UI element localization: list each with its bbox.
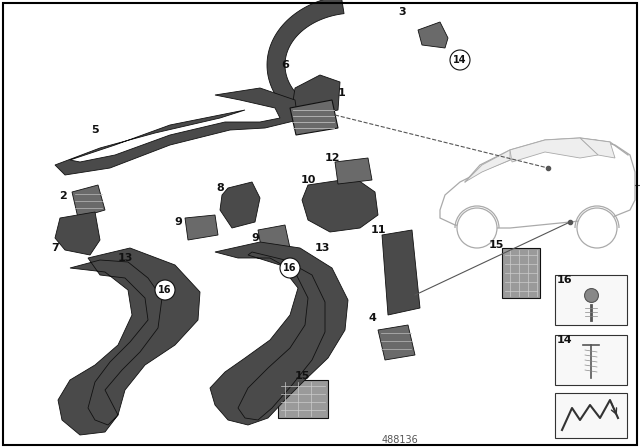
Text: 16: 16 (284, 263, 297, 273)
Polygon shape (58, 248, 200, 435)
Polygon shape (465, 150, 510, 182)
Text: 9: 9 (174, 217, 182, 227)
Polygon shape (382, 230, 420, 315)
Polygon shape (378, 325, 415, 360)
FancyBboxPatch shape (555, 335, 627, 385)
FancyBboxPatch shape (555, 393, 627, 438)
Text: 14: 14 (557, 335, 573, 345)
Text: 10: 10 (300, 175, 316, 185)
Polygon shape (210, 242, 348, 425)
Polygon shape (220, 182, 260, 228)
Text: 2: 2 (59, 191, 67, 201)
Circle shape (577, 208, 617, 248)
FancyBboxPatch shape (555, 275, 627, 325)
Polygon shape (267, 0, 344, 127)
Polygon shape (72, 185, 105, 218)
Circle shape (280, 258, 300, 278)
Polygon shape (510, 138, 598, 162)
Text: 7: 7 (51, 243, 59, 253)
Polygon shape (418, 22, 448, 48)
Text: 488136: 488136 (381, 435, 419, 445)
Polygon shape (278, 380, 328, 418)
Text: 3: 3 (398, 7, 406, 17)
Circle shape (457, 208, 497, 248)
Polygon shape (55, 212, 100, 255)
Polygon shape (185, 215, 218, 240)
Circle shape (450, 50, 470, 70)
Text: 14: 14 (453, 55, 467, 65)
Text: 13: 13 (314, 243, 330, 253)
Circle shape (155, 280, 175, 300)
Text: 12: 12 (324, 153, 340, 163)
Text: 11: 11 (371, 225, 386, 235)
Polygon shape (302, 178, 378, 232)
Text: 4: 4 (368, 313, 376, 323)
Polygon shape (292, 75, 340, 115)
Polygon shape (258, 225, 290, 252)
Text: 16: 16 (557, 275, 573, 285)
Text: 1: 1 (338, 88, 346, 98)
Polygon shape (335, 158, 372, 184)
Text: 8: 8 (216, 183, 224, 193)
Text: 9: 9 (251, 233, 259, 243)
Text: 15: 15 (294, 371, 310, 381)
Text: 13: 13 (117, 253, 132, 263)
Polygon shape (55, 88, 298, 175)
Text: 5: 5 (91, 125, 99, 135)
Polygon shape (502, 248, 540, 298)
Text: 6: 6 (281, 60, 289, 70)
Text: 16: 16 (158, 285, 172, 295)
Text: 15: 15 (488, 240, 504, 250)
Polygon shape (580, 138, 615, 158)
Polygon shape (290, 100, 338, 135)
